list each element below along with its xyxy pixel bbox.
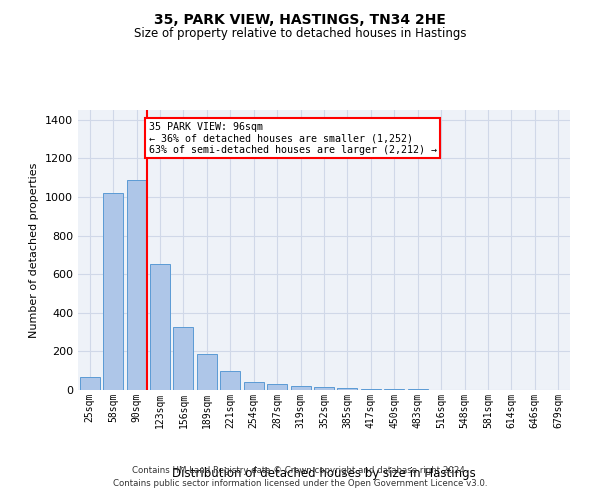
- Bar: [290, 386, 311, 390]
- Bar: [103, 193, 123, 390]
- Bar: [197, 354, 217, 390]
- Text: 35, PARK VIEW, HASTINGS, TN34 2HE: 35, PARK VIEW, HASTINGS, TN34 2HE: [154, 12, 446, 26]
- Text: Size of property relative to detached houses in Hastings: Size of property relative to detached ho…: [134, 28, 466, 40]
- Bar: [385, 389, 404, 390]
- Bar: [150, 264, 170, 390]
- Text: 35 PARK VIEW: 96sqm
← 36% of detached houses are smaller (1,252)
63% of semi-det: 35 PARK VIEW: 96sqm ← 36% of detached ho…: [149, 122, 437, 155]
- X-axis label: Distribution of detached houses by size in Hastings: Distribution of detached houses by size …: [172, 467, 476, 480]
- Text: Contains HM Land Registry data © Crown copyright and database right 2024.
Contai: Contains HM Land Registry data © Crown c…: [113, 466, 487, 487]
- Bar: [80, 378, 100, 390]
- Bar: [220, 370, 240, 390]
- Bar: [127, 180, 146, 390]
- Bar: [267, 384, 287, 390]
- Bar: [244, 382, 263, 390]
- Y-axis label: Number of detached properties: Number of detached properties: [29, 162, 40, 338]
- Bar: [314, 387, 334, 390]
- Bar: [173, 327, 193, 390]
- Bar: [337, 388, 358, 390]
- Bar: [361, 389, 381, 390]
